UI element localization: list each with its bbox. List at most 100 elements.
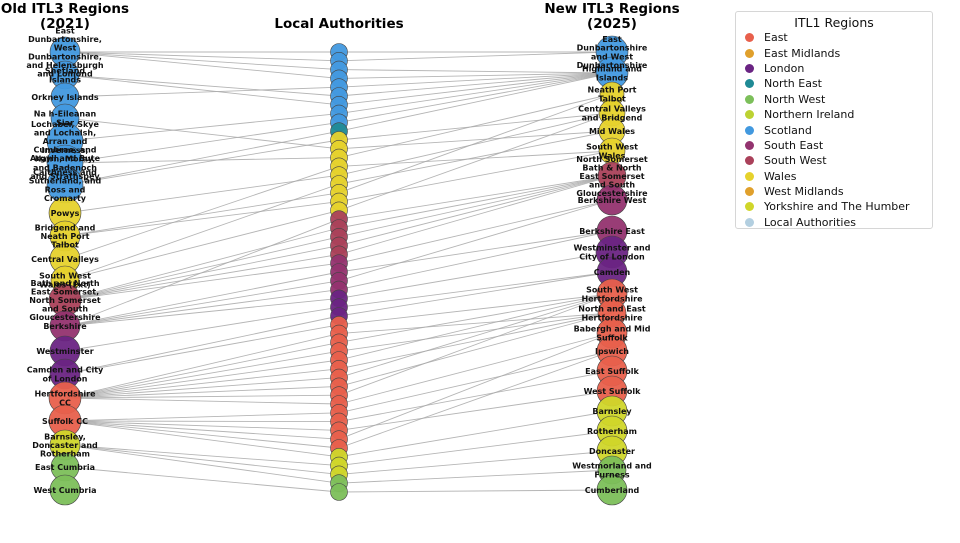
edge-old-to-la (64, 209, 340, 281)
edge-la-to-new (338, 312, 613, 370)
legend-label: London (764, 61, 805, 75)
legend-label: South East (764, 138, 824, 152)
edge-old-to-la (64, 253, 340, 301)
edge-la-to-new (338, 410, 613, 458)
edge-old-to-la (64, 174, 340, 214)
legend-swatch (745, 140, 754, 150)
new-region-label: Westmorland and Furness (572, 462, 652, 480)
new-region-label: Cumberland (585, 486, 640, 495)
legend-item: Northern Ireland (745, 107, 932, 122)
edge-old-to-la (64, 368, 340, 399)
new-region-node (596, 184, 628, 216)
legend-swatch (745, 79, 754, 89)
legend-item: Local Authorities (745, 215, 932, 230)
legend: ITL1 Regions East East Midlands London Nort… (735, 11, 933, 229)
old-region-label: South West Wales (Ext) (39, 272, 91, 290)
edge-la-to-new (338, 112, 613, 176)
legend-label: Northern Ireland (764, 108, 855, 122)
edge-old-to-la (64, 297, 340, 327)
edge-old-to-la (64, 236, 340, 301)
edge-old-to-la (64, 157, 340, 164)
flow-edges (64, 51, 613, 493)
edge-old-to-la (64, 341, 340, 399)
edge-la-to-new (338, 69, 613, 74)
edge-la-to-new (338, 72, 613, 106)
new-region-label: Ipswich (595, 347, 629, 356)
legend-title: ITL1 Regions (794, 15, 874, 30)
edge-la-to-new (338, 230, 613, 291)
edge-old-to-la (64, 271, 340, 327)
legend-swatch (745, 202, 754, 212)
edge-la-to-new (338, 469, 613, 484)
edge-old-to-la (64, 377, 340, 399)
edge-old-to-la (64, 117, 340, 150)
legend-item: East Midlands (745, 45, 932, 60)
legend-item: Scotland (745, 122, 932, 137)
old-region-label: Central Valleys (31, 255, 99, 264)
edge-old-to-la (64, 113, 340, 142)
new-region-label: Neath Port Talbot (588, 86, 637, 104)
edge-la-to-new (338, 312, 613, 352)
edge-old-to-la (64, 51, 340, 79)
legend-swatch (745, 48, 754, 58)
edge-old-to-la (64, 350, 340, 399)
old-region-label: Berkshire (43, 322, 87, 331)
legend-swatch (745, 33, 754, 43)
edge-old-to-la (64, 139, 340, 186)
old-region-label: West Cumbria (33, 486, 96, 495)
legend-label: North East (764, 77, 822, 91)
edge-old-to-la (64, 245, 340, 301)
edge-old-to-la (64, 333, 340, 399)
edge-old-to-la (64, 306, 340, 352)
edge-old-to-la (64, 420, 340, 458)
edge-old-to-la (64, 420, 340, 449)
edge-old-to-la (64, 444, 340, 484)
old-region-label: Bath and North East Somerset, North Somers… (29, 279, 101, 322)
new-region-label: Mid Wales (589, 127, 635, 136)
legend-label: Scotland (764, 123, 812, 137)
legend-label: Local Authorities (764, 215, 856, 229)
legend-item: London (745, 61, 932, 76)
edge-la-to-new (338, 312, 613, 335)
edge-la-to-new (338, 332, 613, 440)
edge-old-to-la (64, 183, 340, 281)
legend-swatch (745, 110, 754, 120)
edge-old-to-la (64, 444, 340, 475)
old-region-label: Powys (51, 209, 80, 218)
old-region-label: Shetland Islands (45, 67, 86, 85)
edge-la-to-new (338, 93, 613, 159)
edge-old-to-la (64, 315, 340, 375)
new-regions-title: New ITL3 Regions (2025) (544, 1, 679, 32)
legend-label: East Midlands (764, 46, 841, 60)
new-region-label: Doncaster (589, 447, 635, 456)
local-authority-node (330, 483, 348, 501)
edge-old-to-la (64, 51, 340, 62)
edge-la-to-new (338, 150, 613, 203)
edge-la-to-new (338, 293, 613, 379)
edge-la-to-new (338, 72, 613, 115)
legend-item: South East (745, 138, 932, 153)
new-region-label: East Suffolk (585, 367, 639, 376)
old-region-node (49, 474, 81, 506)
old-region-label: East Dunbartonshire, West Dunbartonshire, an… (26, 27, 103, 79)
edge-la-to-new (338, 350, 613, 414)
old-region-label: Orkney Islands (31, 93, 98, 102)
legend-item: South West (745, 153, 932, 168)
legend-item: East (745, 30, 932, 45)
edge-la-to-new (338, 293, 613, 361)
edge-old-to-la (64, 397, 340, 405)
column-titles: Old ITL3 Regions (2021) Local Authorities N… (1, 1, 680, 32)
edge-old-to-la (64, 121, 340, 164)
edge-old-to-la (64, 359, 340, 399)
edge-la-to-new (338, 175, 613, 247)
edge-la-to-new (338, 130, 613, 150)
edge-la-to-new (338, 293, 613, 326)
old-region-label: Hertfordshire CC (34, 390, 96, 408)
edge-la-to-new (338, 150, 613, 167)
legend-label: Wales (764, 169, 797, 183)
new-region-label: West Suffolk (584, 387, 642, 396)
new-region-label: South West Hertfordshire (581, 286, 643, 304)
old-region-label: Westminster (36, 347, 93, 356)
edge-la-to-new (338, 199, 613, 264)
new-region-label: Babergh and Mid Suffolk (574, 325, 651, 343)
